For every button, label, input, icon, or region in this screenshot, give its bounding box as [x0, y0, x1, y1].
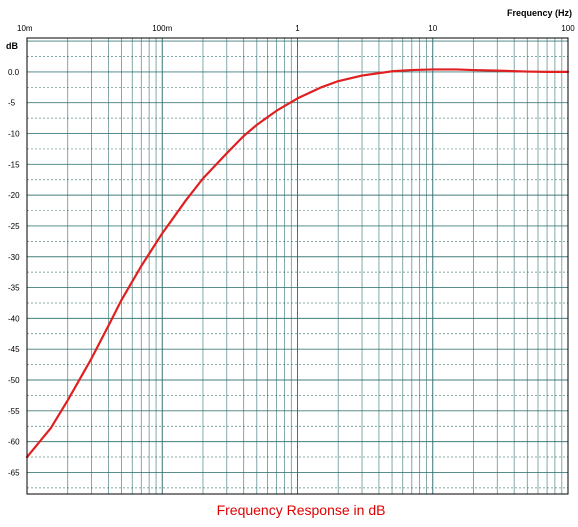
series-layer	[25, 68, 570, 459]
minor-gridlines	[27, 38, 568, 494]
y-tick-label: -65	[8, 468, 20, 477]
y-axis-title: dB	[6, 41, 18, 51]
y-tick-label: -60	[8, 438, 20, 447]
y-tick-label: 0.0	[8, 68, 20, 77]
y-tick-label: -55	[8, 407, 20, 416]
y-tick-label: -40	[8, 314, 20, 323]
y-tick-labels: 0.0 -5 -10 -15 -20 -25 -30 -35 -40 -45 -50 -55 -60 -6…	[8, 68, 20, 478]
y-tick-label: -15	[8, 160, 20, 169]
x-axis-title: Frequency (Hz)	[507, 8, 572, 18]
x-tick-label: 100	[561, 24, 575, 33]
y-tick-label: -30	[8, 253, 20, 262]
series-line	[25, 68, 570, 459]
y-tick-label: -50	[8, 376, 20, 385]
y-tick-label: -45	[8, 345, 20, 354]
x-tick-label: 1	[295, 24, 300, 33]
y-tick-label: -20	[8, 191, 20, 200]
x-tick-label: 100m	[152, 24, 172, 33]
major-gridlines	[26, 38, 568, 494]
x-tick-label: 10m	[17, 24, 33, 33]
plot-frame	[26, 37, 569, 495]
y-tick-label: -25	[8, 222, 20, 231]
x-tick-label: 10	[428, 24, 437, 33]
x-tick-labels: 10m 100m 1 10 100	[17, 24, 575, 33]
y-tick-label: -10	[8, 130, 20, 139]
chart-title: Frequency Response in dB	[217, 502, 386, 518]
y-tick-label: -35	[8, 284, 20, 293]
y-tick-label: -5	[8, 99, 16, 108]
